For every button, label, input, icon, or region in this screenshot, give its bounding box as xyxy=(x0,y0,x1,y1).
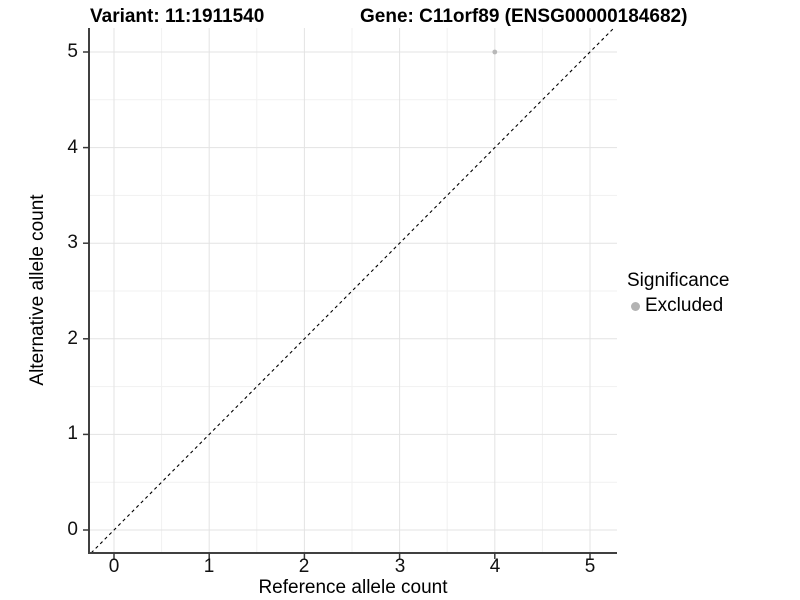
plot-title-gene: Gene: C11orf89 (ENSG00000184682) xyxy=(360,6,688,27)
x-axis-title: Reference allele count xyxy=(258,577,448,598)
x-tick-label-3: 3 xyxy=(394,556,406,577)
y-tick-label-4: 4 xyxy=(67,137,78,158)
y-tick-label-0: 0 xyxy=(67,519,78,540)
x-tick-label-5: 5 xyxy=(584,556,596,577)
legend: Significance Excluded xyxy=(627,270,729,317)
y-tick-label-5: 5 xyxy=(67,41,78,62)
legend-item-label: Excluded xyxy=(645,295,724,316)
legend-marker-circle-icon xyxy=(631,301,640,311)
data-point xyxy=(492,49,498,55)
x-tick-label-1: 1 xyxy=(203,556,215,577)
x-tick-label-0: 0 xyxy=(108,556,120,577)
y-tick-label-2: 2 xyxy=(67,328,78,349)
identity-reference-line xyxy=(90,27,615,554)
plot-panel xyxy=(83,27,617,559)
y-tick-label-3: 3 xyxy=(67,232,78,253)
plot-title-variant: Variant: 11:1911540 xyxy=(90,6,265,27)
scatter-plot-svg xyxy=(83,27,617,559)
x-tick-label-2: 2 xyxy=(298,556,310,577)
legend-item-excluded: Excluded xyxy=(627,295,729,317)
legend-title: Significance xyxy=(627,270,730,291)
y-axis-title: Alternative allele count xyxy=(27,194,48,386)
x-tick-label-4: 4 xyxy=(489,556,501,577)
y-tick-label-1: 1 xyxy=(67,423,78,444)
